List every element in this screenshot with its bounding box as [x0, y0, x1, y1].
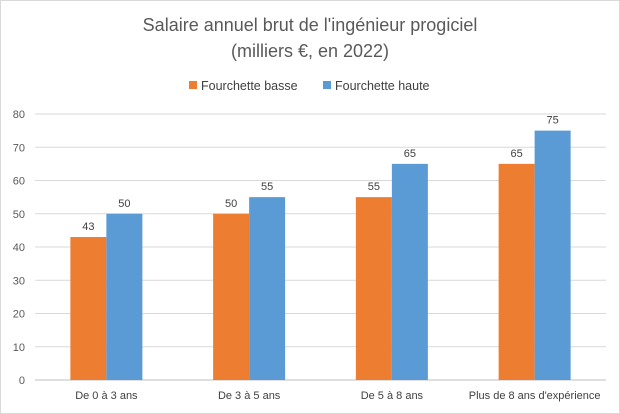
data-label-fourchette-basse-plus-de-8-ans-d-experience: 65 — [511, 148, 523, 160]
y-tick-label-20: 20 — [13, 309, 25, 321]
y-tick-label-50: 50 — [13, 209, 25, 221]
x-category-label-de-3-a-5-ans: De 3 à 5 ans — [218, 390, 281, 402]
bar-fourchette-basse-de-3-a-5-ans — [213, 213, 250, 380]
x-category-label-plus-de-8-ans-d-experience: Plus de 8 ans d'expérience — [469, 390, 601, 402]
legend-label-fourchette-haute: Fourchette haute — [335, 79, 430, 93]
bar-fourchette-haute-de-0-a-3-ans — [106, 213, 143, 380]
y-tick-label-80: 80 — [13, 109, 25, 121]
data-label-fourchette-haute-de-3-a-5-ans: 55 — [261, 181, 273, 193]
data-label-fourchette-basse-de-5-a-8-ans: 55 — [368, 181, 380, 193]
data-label-fourchette-basse-de-3-a-5-ans: 50 — [225, 198, 237, 210]
bar-fourchette-haute-de-5-a-8-ans — [391, 163, 428, 380]
bar-fourchette-basse-plus-de-8-ans-d-experience — [498, 163, 535, 380]
legend: Fourchette basse Fourchette haute — [189, 79, 430, 93]
y-axis-ticks: 0 10 20 30 40 50 60 70 80 — [13, 109, 25, 387]
y-tick-label-10: 10 — [13, 342, 25, 354]
chart-title-line-1: Salaire annuel brut de l'ingénieur progi… — [143, 15, 478, 35]
y-tick-label-60: 60 — [13, 176, 25, 188]
x-category-label-de-5-a-8-ans: De 5 à 8 ans — [361, 390, 424, 402]
y-tick-label-70: 70 — [13, 142, 25, 154]
data-label-fourchette-haute-de-0-a-3-ans: 50 — [118, 198, 130, 210]
data-labels: 43 50 50 55 55 65 65 75 — [82, 115, 559, 233]
chart-title-line-2: (milliers €, en 2022) — [231, 41, 389, 61]
legend-swatch-fourchette-basse — [189, 81, 197, 89]
x-category-label-de-0-a-3-ans: De 0 à 3 ans — [75, 390, 138, 402]
y-tick-label-0: 0 — [19, 375, 25, 387]
legend-label-fourchette-basse: Fourchette basse — [201, 79, 298, 93]
bar-fourchette-basse-de-5-a-8-ans — [355, 197, 392, 380]
bars — [70, 130, 571, 380]
data-label-fourchette-haute-plus-de-8-ans-d-experience: 75 — [547, 115, 559, 127]
legend-swatch-fourchette-haute — [323, 81, 331, 89]
bar-fourchette-haute-plus-de-8-ans-d-experience — [534, 130, 571, 380]
bar-fourchette-haute-de-3-a-5-ans — [249, 197, 286, 380]
y-tick-label-40: 40 — [13, 242, 25, 254]
y-tick-label-30: 30 — [13, 275, 25, 287]
data-label-fourchette-basse-de-0-a-3-ans: 43 — [82, 221, 94, 233]
bar-fourchette-basse-de-0-a-3-ans — [70, 237, 107, 380]
x-axis-categories: De 0 à 3 ans De 3 à 5 ans De 5 à 8 ans Plus… — [75, 390, 600, 402]
data-label-fourchette-haute-de-5-a-8-ans: 65 — [404, 148, 416, 160]
